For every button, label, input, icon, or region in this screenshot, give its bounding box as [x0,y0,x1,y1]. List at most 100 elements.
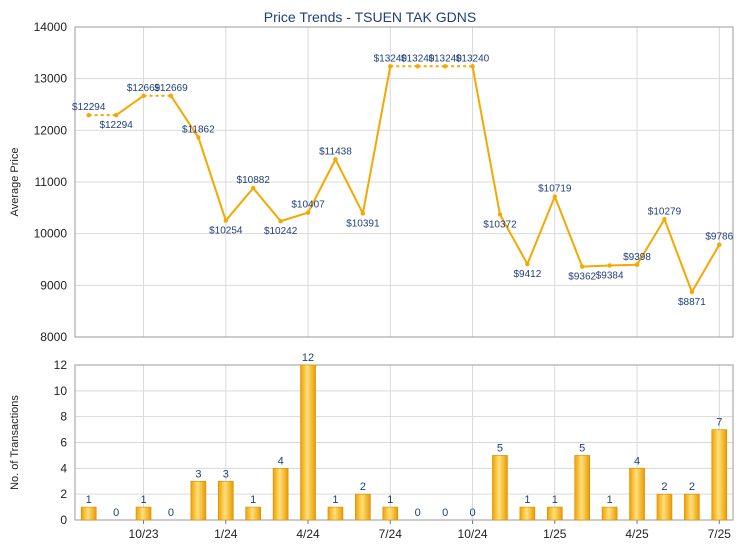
transactions-bar [300,364,316,521]
transactions-bar-label: 2 [689,481,695,493]
transactions-bar [546,506,563,521]
price-point [251,185,256,191]
price-tick-label: 8000 [40,330,67,344]
price-line-panel: 8000 9000 10000 11000 12000 13000 14000 Average… [9,20,734,344]
price-data-label: $11862 [182,124,215,135]
transactions-bar-label: 3 [195,468,201,480]
price-data-label: $10242 [264,226,298,237]
price-tick-label: 14000 [34,20,68,34]
transactions-tick-label: 6 [60,436,67,450]
price-tick-label: 13000 [34,72,68,86]
transactions-bar-label: 1 [86,494,92,506]
transactions-bar [574,455,591,521]
price-line-segment [526,196,556,265]
price-point [141,93,146,98]
transactions-bar-label: 1 [332,494,338,506]
price-data-label: $9398 [623,252,651,263]
price-data-label: $11438 [319,146,352,157]
price-point [278,218,283,224]
price-line-segment [334,158,364,214]
price-data-label: $10254 [209,226,243,237]
price-data-label: $10372 [483,219,517,230]
transactions-bar [629,468,645,521]
x-tick-label: 7/25 [708,527,732,541]
transactions-tick-label: 10 [54,384,68,398]
price-line-segment [361,66,392,214]
price-data-label: $10279 [648,206,682,217]
transactions-bar [135,506,152,521]
price-point [470,64,475,69]
price-data-label: $8871 [678,297,706,308]
price-line-segment [499,213,529,265]
price-tick-label: 9000 [40,278,67,292]
transactions-axis-label: No. of Transactions [9,395,21,490]
transactions-bar [656,493,673,521]
transactions-tick-label: 8 [60,410,67,424]
price-point [333,157,338,162]
price-point [442,64,448,69]
price-line-segment [636,218,666,266]
x-tick-label: 7/24 [379,527,403,541]
transactions-bar [492,455,508,521]
price-point [607,263,612,268]
price-point [497,212,503,217]
price-data-label: $10882 [237,175,271,186]
transactions-bar [601,506,618,521]
transactions-bar-label: 1 [524,494,530,506]
transactions-tick-label: 2 [60,487,67,501]
transactions-bar-label: 1 [387,494,393,506]
transactions-bar-label: 4 [634,455,640,467]
price-data-label: $9412 [513,269,541,280]
transactions-bar-label: 0 [168,507,174,519]
price-line-segment [471,66,501,215]
transactions-bar-label: 5 [497,442,503,454]
price-line-segment [663,218,693,293]
transactions-bar-label: 2 [360,481,366,493]
price-line-segment [609,263,638,267]
price-data-label: $13240 [456,53,490,64]
transactions-tick-label: 12 [54,358,68,372]
transactions-bar-label: 1 [607,494,613,506]
price-data-label: $13240 [374,53,408,64]
transactions-bar-label: 1 [250,494,256,506]
transactions-bar [327,506,344,521]
x-tick-label: 1/25 [543,527,567,541]
chart-title: Price Trends - TSUEN TAK GDNS [264,9,476,25]
price-point [196,135,201,140]
price-axis-label: Average Price [9,148,21,217]
price-point [689,289,695,295]
price-point [168,93,174,98]
x-tick-label: 4/25 [625,527,649,541]
transactions-bar [684,493,700,521]
price-point [360,211,366,216]
price-line-segment [582,264,610,268]
price-point [113,112,119,118]
transactions-bar-label: 0 [113,507,119,519]
transactions-bar [190,480,207,521]
transactions-bar [245,506,262,521]
transactions-bar-label: 0 [469,507,475,519]
price-data-label: $10407 [291,200,325,211]
transactions-bar [382,506,399,521]
transactions-bar-label: 1 [140,494,146,506]
price-point [415,64,420,69]
price-line-segment [170,95,200,139]
price-data-label: $9362 [568,272,596,283]
x-tick-label: 10/24 [458,527,488,541]
price-data-label: $9786 [705,232,733,243]
price-data-label: $10391 [346,218,380,229]
price-point [305,210,311,215]
price-point [580,264,585,269]
price-point [86,112,91,118]
price-point [525,261,530,267]
transactions-bar-label: 0 [415,507,421,519]
price-tick-label: 10000 [34,227,68,241]
price-data-label: $10719 [538,184,572,195]
price-point [717,242,722,247]
transactions-bar [217,480,234,521]
transactions-tick-label: 4 [60,461,67,475]
price-point [223,218,228,223]
price-data-label: $13240 [428,53,462,64]
transactions-bar-label: 0 [442,507,448,519]
x-tick-label: 10/23 [129,527,159,541]
